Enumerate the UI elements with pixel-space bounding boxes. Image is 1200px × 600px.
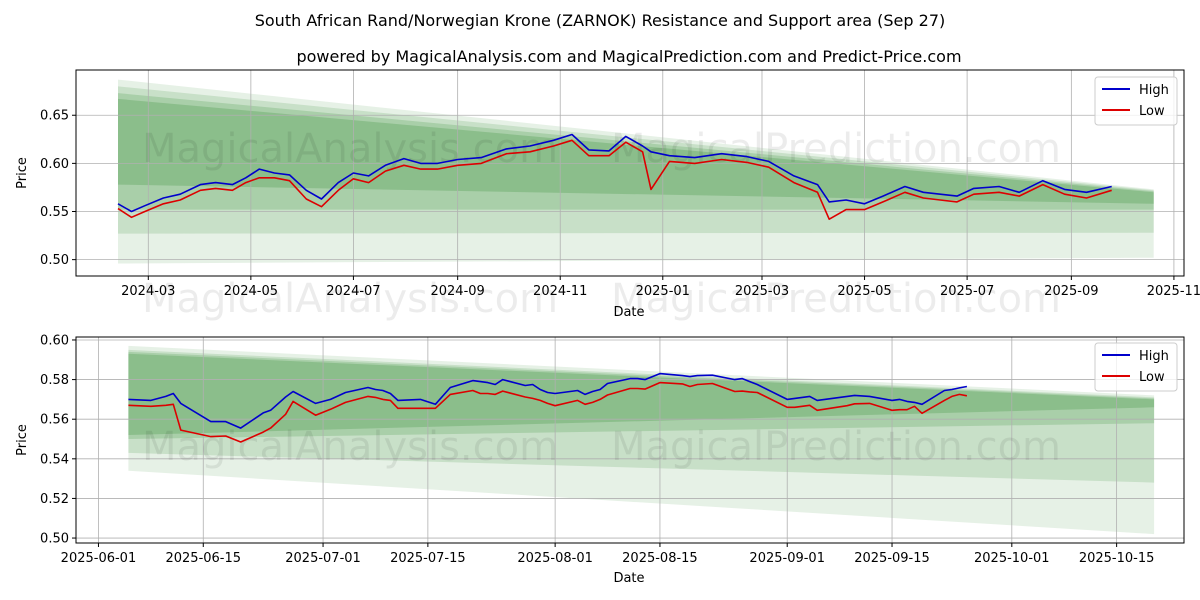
band-0 xyxy=(128,345,1155,535)
top-legend-high-label: High xyxy=(1139,83,1169,98)
chart-subtitle: powered by MagicalAnalysis.com and Magic… xyxy=(296,47,961,66)
watermark-right-bottom: MagicalPrediction.com xyxy=(611,424,1061,470)
top-panel-frame xyxy=(75,69,1185,277)
top-panel-x-label: Date xyxy=(613,305,644,320)
x-tick-label: 2025-03 xyxy=(735,284,789,299)
x-tick-label: 2024-05 xyxy=(224,284,278,299)
x-tick-label: 2025-06-15 xyxy=(165,551,241,566)
x-tick-label: 2025-11 xyxy=(1147,284,1200,299)
top-panel-legend: High Low xyxy=(1094,76,1178,126)
band-3 xyxy=(128,353,1155,435)
top-panel-grid xyxy=(76,70,1184,276)
y-tick-label: 0.60 xyxy=(40,333,69,348)
watermark-left: MagicalAnalysis.com xyxy=(142,126,558,172)
bottom-legend-low-label: Low xyxy=(1139,370,1165,385)
watermark-right: MagicalPrediction.com xyxy=(611,126,1061,172)
watermark-right-mid: MagicalPrediction.com xyxy=(611,276,1061,322)
bottom-panel-frame xyxy=(75,336,1185,544)
y-tick-label: 0.52 xyxy=(40,492,69,507)
x-tick-label: 2024-03 xyxy=(121,284,175,299)
bottom-panel-lines xyxy=(128,372,968,443)
bottom-panel-bands xyxy=(128,345,1155,535)
bottom-panel-legend: High Low xyxy=(1094,342,1178,392)
bottom-panel-x-label: Date xyxy=(613,571,644,586)
bottom-panel: MagicalAnalysis.com MagicalPrediction.co… xyxy=(15,333,1185,586)
x-tick-label: 2025-09-15 xyxy=(854,551,930,566)
top-panel-x-ticks: 2024-03 2024-05 2024-07 2024-09 2024-11 2025-… xyxy=(121,276,1200,299)
top-panel-lines xyxy=(117,133,1112,220)
x-tick-label: 2025-07-15 xyxy=(390,551,466,566)
y-tick-label: 0.58 xyxy=(40,373,69,388)
bottom-panel-x-ticks: 2025-06-01 2025-06-15 2025-07-01 2025-07-15… xyxy=(61,543,1155,566)
bottom-legend-high-label: High xyxy=(1139,349,1169,364)
x-tick-label: 2025-07 xyxy=(940,284,994,299)
band-2 xyxy=(128,351,1155,439)
watermark-left-mid: MagicalAnalysis.com xyxy=(142,276,558,322)
series-line-low xyxy=(117,139,1112,220)
x-tick-label: 2024-07 xyxy=(326,284,380,299)
band-1 xyxy=(128,349,1155,483)
band-2 xyxy=(118,93,1154,210)
y-tick-label: 0.60 xyxy=(40,157,69,172)
y-tick-label: 0.54 xyxy=(40,452,69,467)
top-panel: MagicalAnalysis.com MagicalPrediction.co… xyxy=(15,69,1200,322)
x-tick-label: 2024-11 xyxy=(533,284,587,299)
series-line-high xyxy=(128,372,968,429)
bottom-panel-grid xyxy=(76,337,1184,543)
chart-title: South African Rand/Norwegian Krone (ZARN… xyxy=(255,11,946,30)
x-tick-label: 2025-09-01 xyxy=(749,551,825,566)
x-tick-label: 2025-06-01 xyxy=(61,551,137,566)
bottom-panel-y-label: Price xyxy=(15,424,30,456)
y-tick-label: 0.50 xyxy=(40,532,69,547)
x-tick-label: 2025-10-01 xyxy=(974,551,1050,566)
band-0 xyxy=(118,79,1154,264)
y-tick-label: 0.56 xyxy=(40,413,69,428)
top-legend-low-label: Low xyxy=(1139,104,1165,119)
y-tick-label: 0.65 xyxy=(40,109,69,124)
x-tick-label: 2025-10-15 xyxy=(1079,551,1155,566)
top-panel-y-ticks: 0.50 0.55 0.60 0.65 xyxy=(40,109,76,268)
series-line-high xyxy=(117,133,1112,213)
series-line-low xyxy=(128,381,968,443)
y-tick-label: 0.50 xyxy=(40,253,69,268)
x-tick-label: 2025-01 xyxy=(636,284,690,299)
top-panel-y-label: Price xyxy=(15,157,30,189)
x-tick-label: 2025-08-15 xyxy=(622,551,698,566)
x-tick-label: 2024-09 xyxy=(430,284,484,299)
x-tick-label: 2025-09 xyxy=(1044,284,1098,299)
bottom-panel-y-ticks: 0.50 0.52 0.54 0.56 0.58 0.60 xyxy=(40,333,76,547)
y-tick-label: 0.55 xyxy=(40,205,69,220)
watermark-left-bottom: MagicalAnalysis.com xyxy=(142,424,558,470)
x-tick-label: 2025-08-01 xyxy=(517,551,593,566)
x-tick-label: 2025-07-01 xyxy=(285,551,361,566)
x-tick-label: 2025-05 xyxy=(837,284,891,299)
